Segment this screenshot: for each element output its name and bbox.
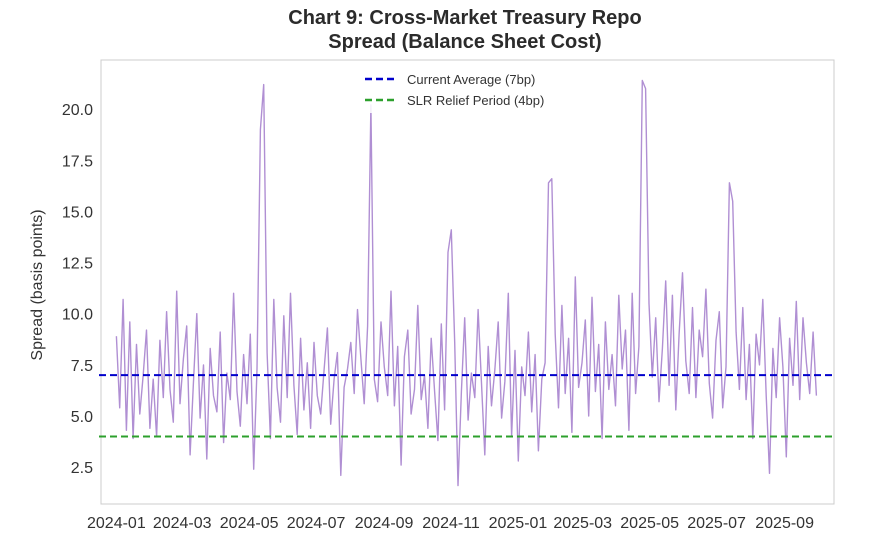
x-tick-label: 2024-03 [153,515,212,532]
legend: Current Average (7bp) SLR Relief Period … [356,65,578,113]
y-tick-label: 20.0 [62,102,93,119]
y-tick-label: 5.0 [71,409,93,426]
y-tick-label: 2.5 [71,460,93,477]
legend-label-current-average: Current Average (7bp) [407,72,535,87]
x-tick-label: 2024-09 [355,515,414,532]
x-tick-label: 2025-03 [553,515,612,532]
reference-lines [99,374,836,438]
series-line-0 [115,79,818,487]
x-tick-label: 2025-07 [687,515,746,532]
y-tick-label: 15.0 [62,204,93,221]
y-tick-label: 12.5 [62,256,93,273]
x-tick-label: 2025-05 [620,515,679,532]
y-axis-ticks: 2.5 5.0 7.5 10.0 12.5 15.0 17.5 20.0 [62,102,93,477]
x-tick-label: 2024-11 [422,515,480,532]
chart-title-line-1: Chart 9: Cross-Market Treasury Repo [288,7,642,29]
x-tick-label: 2024-05 [220,515,279,532]
x-axis-ticks: 2024-01 2024-03 2024-05 2024-07 2024-09 2024-… [87,515,814,532]
legend-label-slr-relief: SLR Relief Period (4bp) [407,93,544,108]
legend-box [356,65,578,113]
y-tick-label: 7.5 [71,358,93,375]
x-tick-label: 2025-01 [489,515,548,532]
x-tick-label: 2025-09 [755,515,814,532]
y-axis-label: Spread (basis points) [29,209,46,360]
chart-title-line-2: Spread (Balance Sheet Cost) [328,31,602,53]
x-tick-label: 2024-01 [87,515,146,532]
series-layer [115,79,818,487]
x-tick-label: 2024-07 [287,515,346,532]
y-tick-label: 17.5 [62,153,93,170]
y-tick-label: 10.0 [62,307,93,324]
